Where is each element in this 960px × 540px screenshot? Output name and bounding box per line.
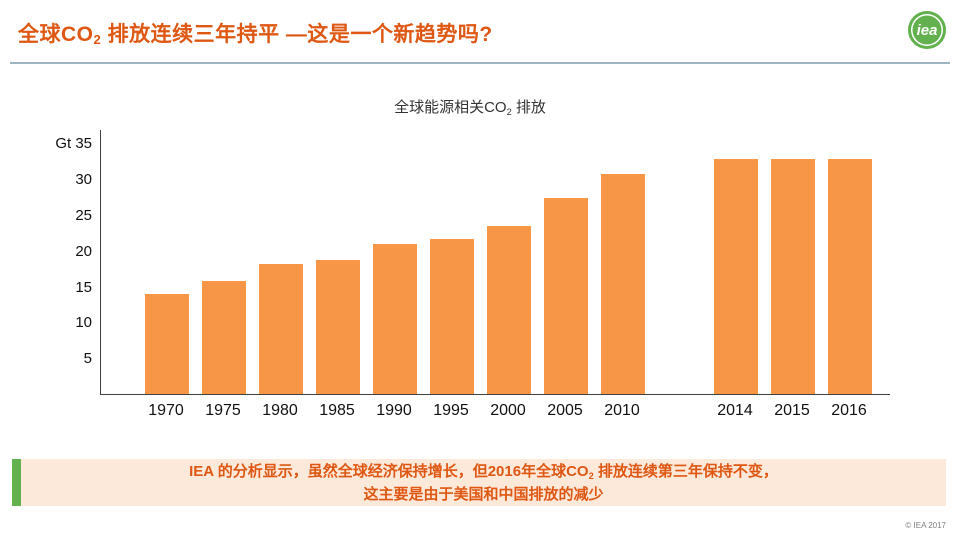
bar-2010 [601,174,645,394]
bar-1985 [316,260,360,394]
x-axis-labels: 1970 1975 1980 1985 1990 1995 2000 2005 2010 2014… [100,402,890,426]
summary-note-line-2: 这主要是由于美国和中国排放的减少 [363,485,604,503]
x-tick-label-2000: 2000 [490,402,526,419]
x-tick-label-1985: 1985 [319,402,355,419]
page-title-post: 排放连续三年持平 —这是一个新趋势吗? [101,23,493,46]
x-label-group-2: 2014 2015 2016 [713,402,871,420]
bar-1995 [430,239,474,394]
x-tick-label-2016: 2016 [831,402,867,419]
y-tick-label-35: Gt 35 [55,135,92,153]
summary-note: IEA 的分析显示，虽然全球经济保持增长，但2016年全球CO2 排放连续第三年… [21,459,946,506]
x-tick-label-2014: 2014 [717,402,753,419]
copyright: © IEA 2017 [905,521,946,530]
y-tick-label-25: 25 [75,206,92,224]
x-label-group-1: 1970 1975 1980 1985 1990 1995 2000 2005 2010 [144,402,644,420]
x-tick-label-2010: 2010 [604,402,640,419]
note-line1-post: 排放连续第三年保持不变， [593,462,778,480]
x-tick-label-1980: 1980 [262,402,298,419]
bar-1990 [373,244,417,394]
plot-area [100,130,890,395]
chart-title-co2-subscript: 2 [506,107,512,117]
page-title: 全球CO2 排放连续三年持平 —这是一个新趋势吗? [18,18,493,48]
bar-1970 [145,294,189,394]
y-tick-label-30: 30 [75,171,92,189]
y-tick-label-5: 5 [83,350,92,368]
y-axis-labels: Gt 35 30 25 20 15 10 5 [0,130,100,395]
y-tick-label-10: 10 [75,314,92,332]
x-tick-label-1995: 1995 [433,402,469,419]
summary-note-line-1: IEA 的分析显示，虽然全球经济保持增长，但2016年全球CO2 排放连续第三年… [21,461,946,484]
chart-title-post: 排放 [511,99,546,116]
bar-2016 [828,159,872,394]
y-tick-label-20: 20 [75,242,92,260]
bar-1980 [259,264,303,394]
page-title-pre: 全球CO [18,23,94,46]
x-tick-label-1975: 1975 [205,402,241,419]
x-tick-label-2015: 2015 [774,402,810,419]
page-title-co2-subscript: 2 [93,32,102,47]
bar-group-2 [714,159,872,394]
header-divider [10,62,950,64]
bar-2000 [487,226,531,394]
bar-2014 [714,159,758,394]
iea-logo-text: iea [916,21,938,39]
bar-2015 [771,159,815,394]
bar-2005 [544,198,588,394]
chart-title: 全球能源相关CO2 排放 [0,96,940,117]
x-tick-label-1990: 1990 [376,402,412,419]
bar-1975 [202,281,246,394]
chart-title-pre: 全球能源相关CO [394,99,507,116]
note-co2-subscript: 2 [588,470,594,481]
x-tick-label-2005: 2005 [547,402,583,419]
note-line1-pre: IEA 的分析显示，虽然全球经济保持增长，但2016年全球CO [189,462,589,480]
iea-logo: iea [908,11,946,49]
x-tick-label-1970: 1970 [148,402,184,419]
note-accent-bar [12,459,21,506]
bar-group-1 [145,174,645,394]
y-tick-label-15: 15 [75,278,92,296]
